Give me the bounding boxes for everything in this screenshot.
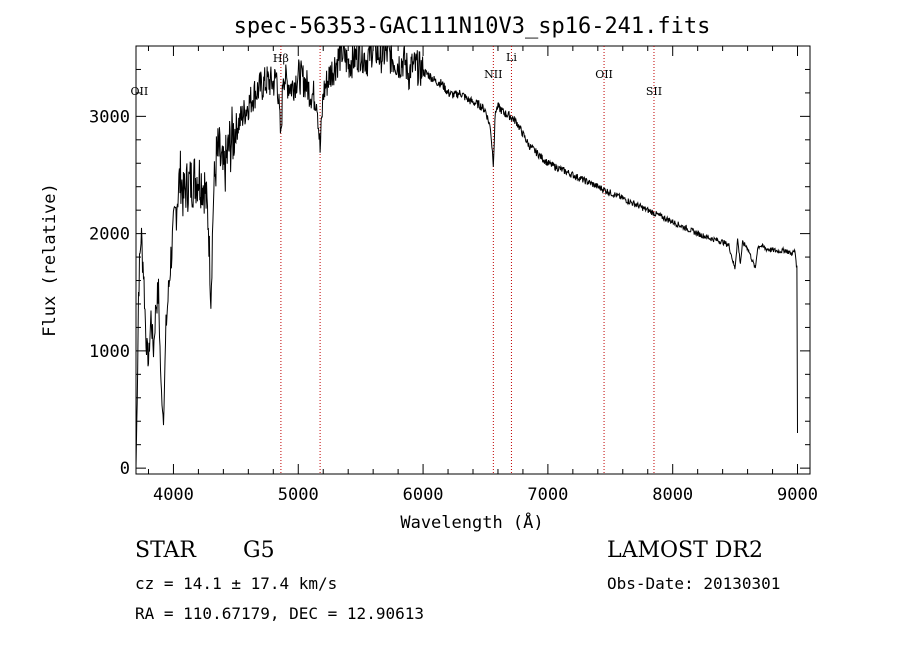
x-axis-label: Wavelength (Å) xyxy=(400,511,543,533)
x-tick-label: 8000 xyxy=(652,485,693,505)
object-subclass: G5 xyxy=(243,538,275,563)
redshift-velocity: cz = 14.1 ± 17.4 km/s xyxy=(135,574,338,593)
x-tick-label: 9000 xyxy=(777,485,818,505)
observation-date: Obs-Date: 20130301 xyxy=(607,574,781,593)
emission-line-markers: Hβ NII Li OII SII OII xyxy=(131,46,662,474)
chart-title: spec-56353-GAC111N10V3_sp16-241.fits xyxy=(234,14,711,39)
survey-name: LAMOST DR2 xyxy=(607,538,763,563)
x-tick-label: 4000 xyxy=(153,485,194,505)
x-tick-label: 6000 xyxy=(403,485,444,505)
coordinates: RA = 110.67179, DEC = 12.90613 xyxy=(135,604,424,623)
axis-ticks: 4000 5000 6000 7000 8000 9000 0 1000 2000 3000 xyxy=(89,46,818,505)
line-marker-label: NII xyxy=(484,68,502,81)
x-tick-label: 5000 xyxy=(278,485,319,505)
y-tick-label: 2000 xyxy=(89,225,130,245)
y-tick-label: 3000 xyxy=(89,107,130,127)
object-class: STAR xyxy=(135,538,196,563)
x-tick-label: 7000 xyxy=(527,485,568,505)
line-marker-label: OII xyxy=(131,85,149,98)
line-marker-label: OII xyxy=(595,68,613,81)
y-tick-label: 0 xyxy=(120,459,130,479)
plot-frame xyxy=(135,45,811,475)
spectrum-line xyxy=(135,44,798,469)
line-marker-label: Li xyxy=(506,51,517,64)
y-axis-label: Flux (relative) xyxy=(40,183,60,337)
line-marker-label: SII xyxy=(646,85,662,98)
y-tick-label: 1000 xyxy=(89,342,130,362)
line-marker-label: Hβ xyxy=(273,52,289,65)
